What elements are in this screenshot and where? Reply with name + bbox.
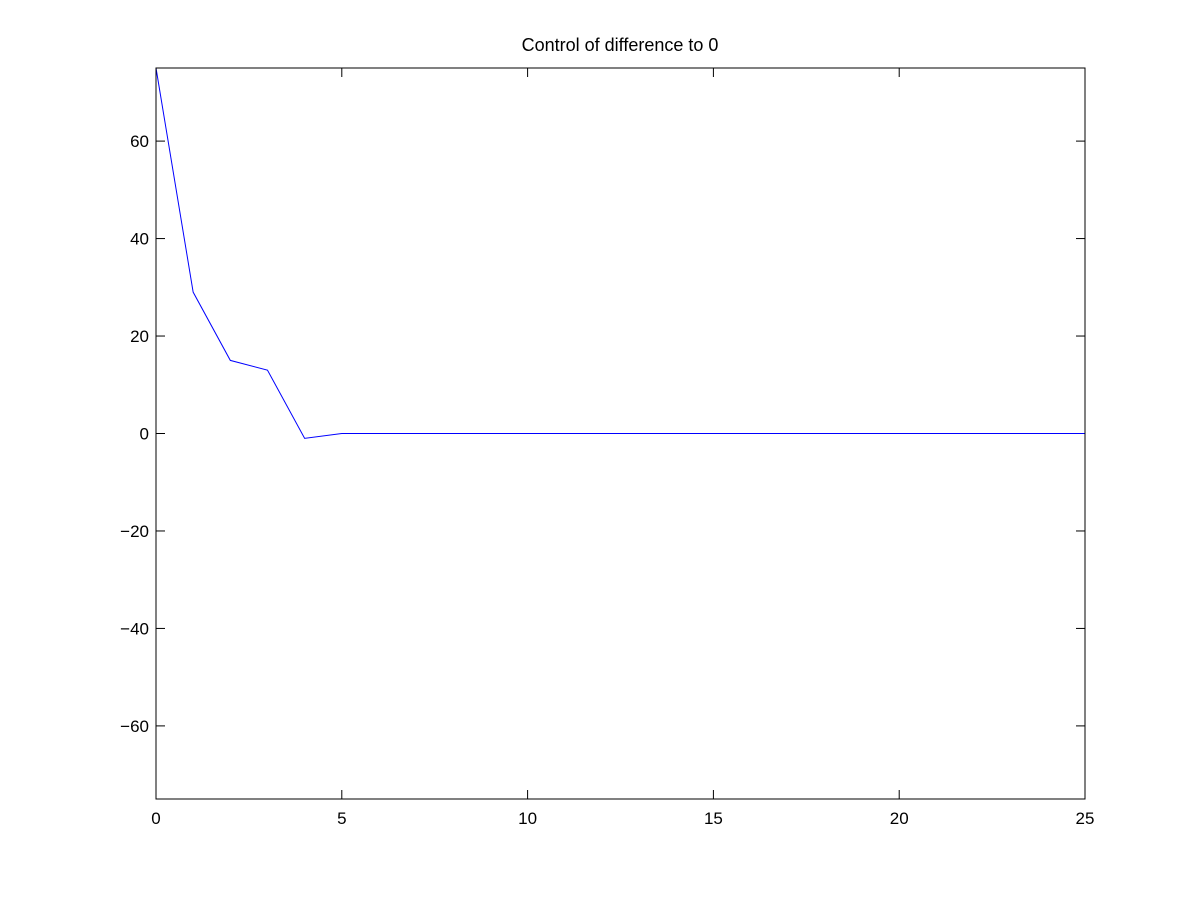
y-tick-label: 20	[130, 327, 149, 346]
x-tick-label: 10	[518, 809, 537, 828]
axis-tick-labels: 0 5 10 15 20 25 −60 −40 −20 0 20 40 60	[120, 132, 1094, 828]
y-tick-label: 0	[140, 425, 149, 444]
x-tick-label: 0	[151, 809, 160, 828]
y-tick-label: 60	[130, 132, 149, 151]
x-tick-label: 20	[890, 809, 909, 828]
x-tick-label: 5	[337, 809, 346, 828]
series-line	[155, 67, 1085, 439]
y-tick-label: −40	[120, 619, 149, 638]
chart-title: Control of difference to 0	[522, 35, 719, 55]
x-tick-label: 15	[704, 809, 723, 828]
series-layer	[155, 67, 1085, 439]
y-tick-label: −20	[120, 522, 149, 541]
y-tick-label: 40	[130, 230, 149, 249]
axes-box	[155, 67, 1086, 800]
y-tick-label: −60	[120, 717, 149, 736]
x-tick-label: 25	[1076, 809, 1095, 828]
